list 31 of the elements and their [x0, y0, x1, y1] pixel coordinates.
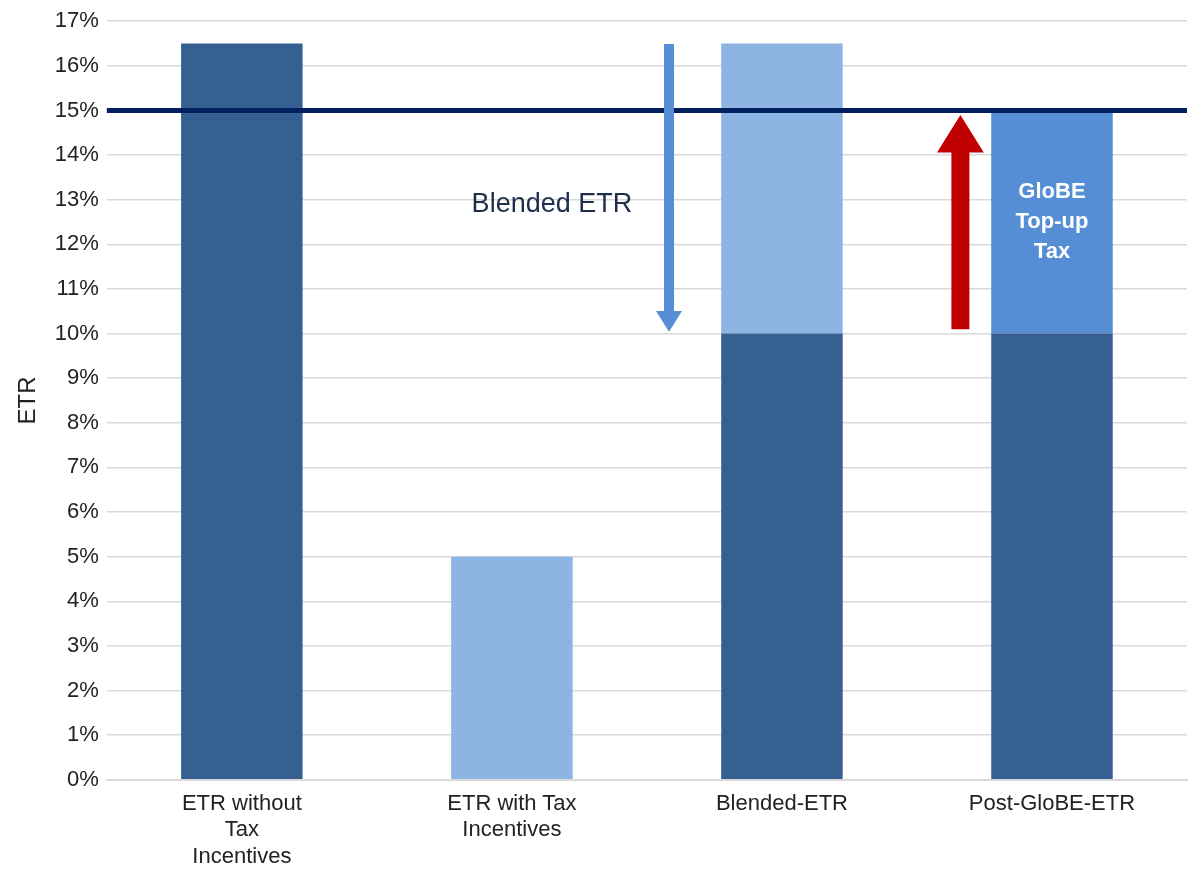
y-tick-label: 10% — [54, 319, 99, 345]
y-tick-label: 12% — [54, 230, 99, 256]
y-axis-title: ETR — [13, 376, 41, 425]
y-tick-label: 2% — [67, 676, 99, 702]
y-tick-label: 16% — [54, 51, 99, 77]
y-tick-label: 0% — [67, 765, 99, 791]
y-tick-label: 1% — [67, 721, 99, 747]
x-tick-label: Post-GloBE-ETR — [968, 790, 1136, 816]
y-tick-label: 8% — [67, 408, 99, 434]
y-tick-label: 4% — [67, 587, 99, 613]
annotation: GloBE Top-up Tax — [1015, 178, 1089, 264]
x-tick-label: Blended-ETR — [715, 790, 848, 816]
y-tick-label: 17% — [54, 7, 99, 33]
y-tick-label: 13% — [54, 185, 99, 211]
y-tick-label: 11% — [56, 275, 99, 300]
bar — [991, 333, 1113, 780]
x-tick-label: ETR with Tax Incentives — [447, 790, 577, 842]
bar — [181, 43, 303, 780]
y-tick-label: 14% — [54, 141, 99, 167]
y-tick-label: 6% — [67, 498, 99, 524]
bar — [721, 43, 843, 334]
y-tick-label: 7% — [67, 453, 99, 479]
bar — [991, 110, 1113, 334]
y-tick-label: 15% — [54, 96, 99, 122]
y-tick-label: 9% — [67, 364, 99, 390]
x-tick-label: ETR without Tax Incentives — [181, 790, 302, 868]
bar — [721, 333, 843, 780]
bar — [451, 556, 573, 780]
annotation: Blended ETR — [471, 187, 633, 218]
y-tick-label: 3% — [67, 631, 99, 657]
y-tick-label: 5% — [67, 542, 99, 568]
